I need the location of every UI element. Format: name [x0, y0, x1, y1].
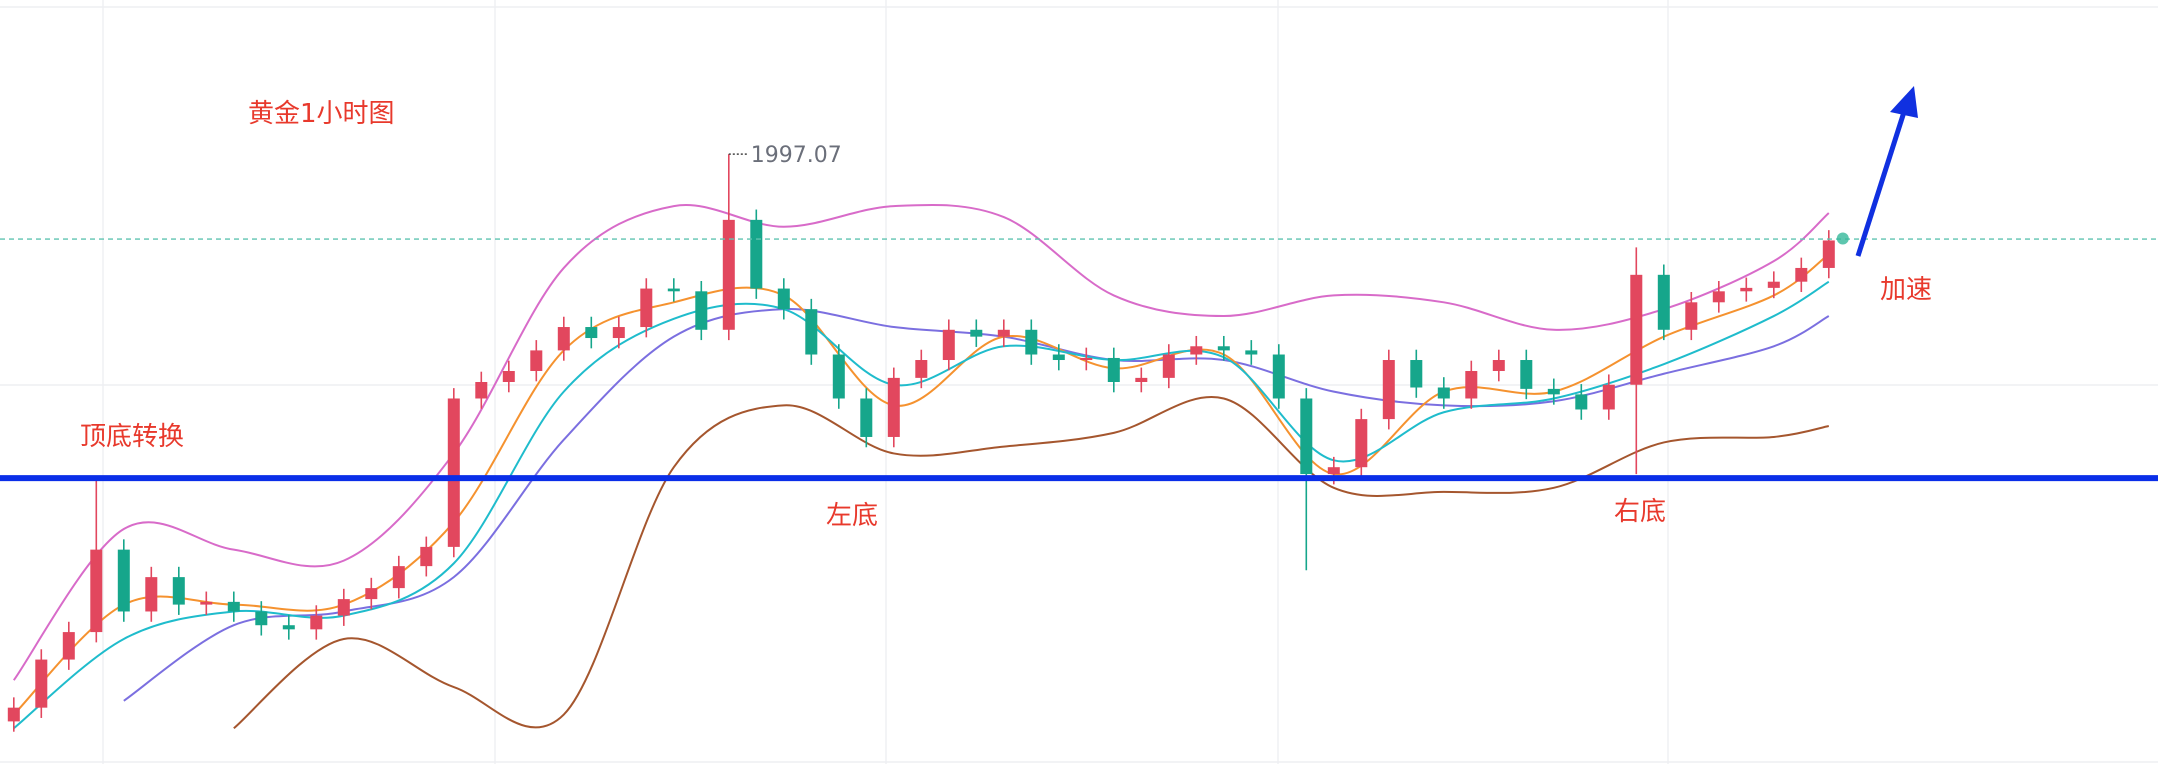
candle-body — [1575, 394, 1588, 410]
chart-title: 黄金1小时图 — [248, 99, 395, 129]
candle-body — [1630, 274, 1643, 385]
candle-body — [1685, 302, 1698, 330]
candle-body — [1437, 387, 1450, 399]
candle-body — [1822, 240, 1835, 268]
indicator-line — [123, 308, 1830, 702]
annotation: 顶底转换 — [80, 422, 184, 452]
annotation: 右底 — [1614, 497, 1666, 527]
candle-body — [1465, 371, 1478, 399]
candle-body — [1272, 354, 1285, 399]
indicator-lines — [12, 203, 1830, 730]
candle-body — [640, 288, 653, 328]
candle-body — [612, 327, 625, 339]
candle-body — [1547, 388, 1560, 395]
arrow — [1855, 86, 1918, 257]
candle-body — [282, 625, 295, 630]
candle-body — [1740, 287, 1753, 292]
candle-body — [1300, 398, 1313, 475]
indicator-line — [233, 396, 1829, 730]
candle-body — [915, 360, 928, 378]
candle-body — [777, 288, 790, 310]
candle-body — [1217, 346, 1230, 351]
candle-body — [337, 599, 350, 616]
candles: 1997.07 — [7, 143, 1835, 732]
arrow-shaft — [1855, 111, 1907, 257]
candle-body — [255, 611, 268, 626]
candle-body — [695, 291, 708, 330]
annotation: 左底 — [826, 501, 878, 531]
candle-body — [1025, 329, 1038, 355]
candle-body — [310, 615, 323, 630]
annotation: 加速 — [1880, 275, 1932, 305]
candle-body — [172, 577, 185, 605]
candle-body — [1520, 360, 1533, 389]
candle-body — [1162, 354, 1175, 378]
candle-body — [227, 601, 240, 612]
price-dot — [1836, 232, 1849, 245]
indicator-line — [13, 253, 1830, 716]
candle-body — [805, 309, 818, 355]
indicator-line — [12, 203, 1830, 681]
candle-body — [1190, 346, 1203, 355]
candle-body — [722, 219, 735, 330]
candle-body — [970, 329, 983, 337]
candle-body — [475, 382, 488, 399]
arrow-head — [1890, 86, 1918, 118]
candle-body — [1657, 274, 1670, 330]
indicator-line — [13, 280, 1830, 730]
candle-body — [420, 546, 433, 567]
candle-body — [365, 588, 378, 600]
candle-body — [1107, 357, 1120, 382]
candle-body — [447, 398, 460, 547]
high-label: 1997.07 — [751, 143, 842, 168]
candle-body — [942, 329, 955, 361]
candle-body — [750, 219, 763, 289]
candle-body — [1410, 360, 1423, 388]
candle-body — [1492, 360, 1505, 372]
levels — [0, 232, 2158, 482]
candle-body — [1382, 360, 1395, 420]
candle-body — [1052, 354, 1065, 361]
candle-body — [832, 354, 845, 399]
candle-body — [1712, 291, 1725, 303]
candle-body — [887, 377, 900, 437]
candle-body — [585, 327, 598, 339]
candle-body — [200, 601, 213, 605]
candle-body — [860, 398, 873, 437]
candle-body — [530, 350, 543, 372]
candle-body — [90, 549, 103, 633]
candle-body — [502, 371, 515, 382]
candle-body — [1355, 419, 1368, 468]
candle-body — [7, 707, 20, 722]
candle-body — [1245, 350, 1258, 355]
candle-body — [1767, 281, 1780, 288]
candle-body — [1327, 467, 1340, 475]
candle-body — [117, 549, 130, 612]
candle-body — [1602, 384, 1615, 410]
candle-body — [1135, 377, 1148, 382]
candle-body — [667, 288, 680, 292]
candle-body — [145, 577, 158, 612]
candle-body — [62, 632, 75, 660]
candle-body — [35, 659, 48, 708]
candle-body — [1080, 357, 1093, 361]
candle-body — [1795, 267, 1808, 282]
candle-body — [392, 566, 405, 589]
candle-body — [557, 327, 570, 351]
candle-body — [997, 329, 1010, 337]
